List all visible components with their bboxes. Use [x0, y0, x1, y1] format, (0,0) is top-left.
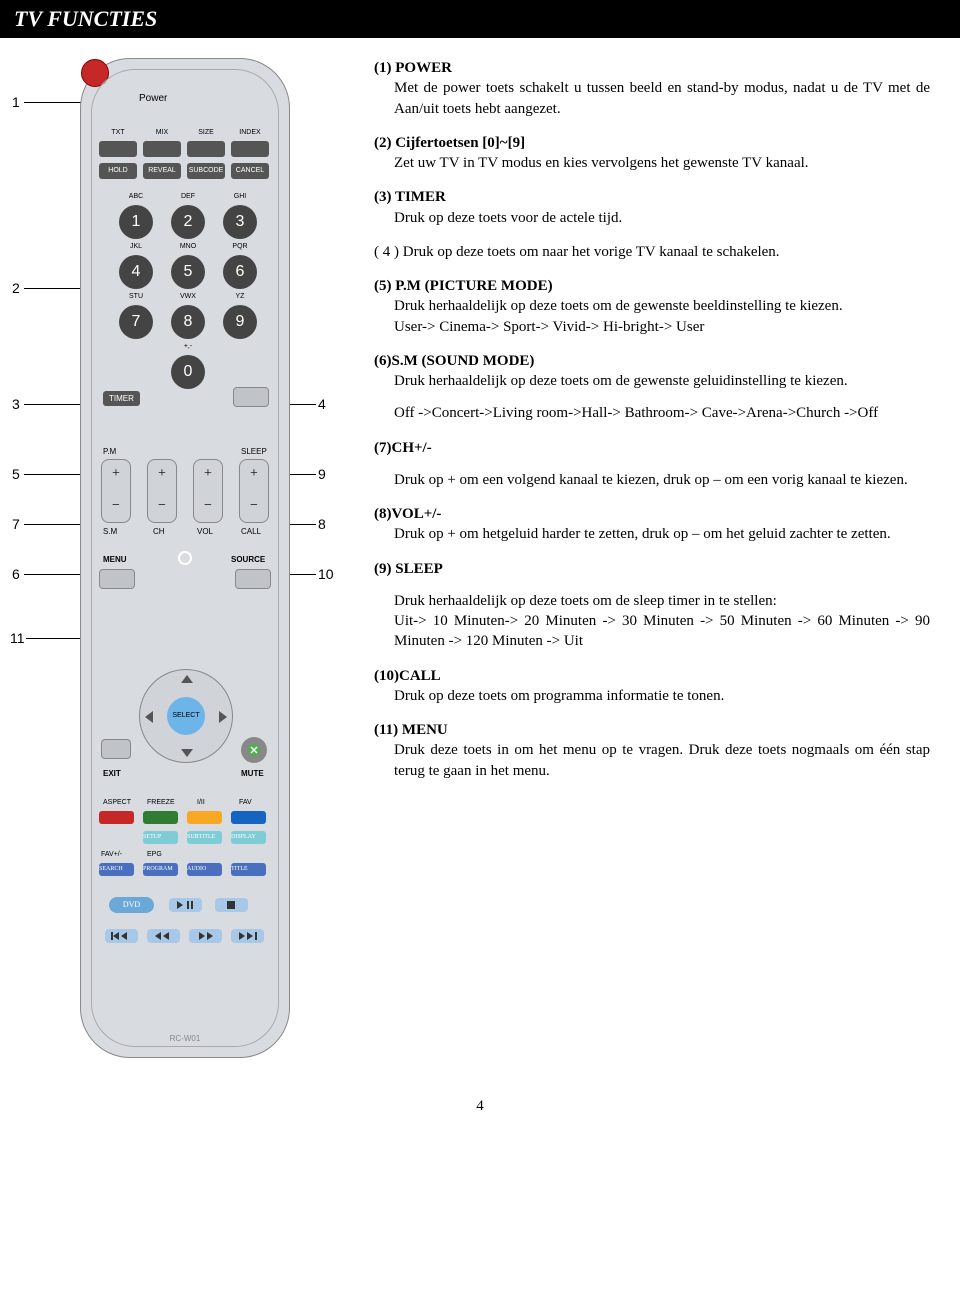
callout-7: 7: [12, 516, 20, 532]
setup-button[interactable]: SETUP: [143, 831, 178, 844]
desc-10: (10)CALL Druk op deze toets om programma…: [374, 666, 930, 707]
desc-7: (7)CH+/- Druk op + om een volgend kanaal…: [374, 438, 930, 491]
audio-button[interactable]: AUDIO: [187, 863, 222, 876]
desc-2: (2) Cijfertoetsen [0]~[9] Zet uw TV in T…: [374, 133, 930, 174]
reveal-button[interactable]: REVEAL: [143, 163, 181, 179]
key-7[interactable]: 7: [119, 305, 153, 339]
callout-3: 3: [12, 396, 20, 412]
vol-pill[interactable]: +−: [193, 459, 223, 523]
source-button[interactable]: [235, 569, 271, 589]
desc-11: (11) MENU Druk deze toets in om het menu…: [374, 720, 930, 781]
ch-pill[interactable]: +−: [147, 459, 177, 523]
power-label: Power: [139, 93, 167, 104]
key-8[interactable]: 8: [171, 305, 205, 339]
dpad-up-icon: [181, 675, 193, 683]
dpad-left-icon: [145, 711, 153, 723]
key-5[interactable]: 5: [171, 255, 205, 289]
callout-1: 1: [12, 94, 20, 110]
title-button[interactable]: TITLE: [231, 863, 266, 876]
remote-diagram: 1 2 3 4 5 6 7 8 9 10 11 Power: [10, 58, 350, 1078]
subcode-button[interactable]: SUBCODE: [187, 163, 225, 179]
callout-5: 5: [12, 466, 20, 482]
aspect-button[interactable]: [99, 811, 134, 824]
desc-3: (3) TIMER Druk op deze toets voor de act…: [374, 187, 930, 228]
mute-button[interactable]: [241, 737, 267, 763]
desc-8: (8)VOL+/- Druk op + om hetgeluid harder …: [374, 504, 930, 545]
desc-4: ( 4 ) Druk op deze toets om naar het vor…: [374, 242, 930, 262]
pm-sm-pill[interactable]: +−: [101, 459, 131, 523]
page-number: 4: [0, 1098, 960, 1115]
fav-button[interactable]: [231, 811, 266, 824]
key-4[interactable]: 4: [119, 255, 153, 289]
play-pause-button[interactable]: [169, 898, 202, 912]
dpad-down-icon: [181, 749, 193, 757]
key-6[interactable]: 6: [223, 255, 257, 289]
desc-6: (6)S.M (SOUND MODE) Druk herhaaldelijk o…: [374, 351, 930, 424]
txt-row-buttons: [99, 141, 269, 157]
descriptions-column: (1) POWER Met de power toets schakelt u …: [350, 58, 930, 1078]
desc-5: (5) P.M (PICTURE MODE) Druk herhaaldelij…: [374, 276, 930, 337]
key-2[interactable]: 2: [171, 205, 205, 239]
display-button[interactable]: DISPLAY: [231, 831, 266, 844]
dpad-right-icon: [219, 711, 227, 723]
key-0[interactable]: 0: [171, 355, 205, 389]
desc-1: (1) POWER Met de power toets schakelt u …: [374, 58, 930, 119]
txt-row-labels: TXT MIX SIZE INDEX: [99, 129, 269, 136]
callout-11: 11: [10, 630, 25, 646]
select-button[interactable]: SELECT: [167, 697, 205, 735]
callout-10: 10: [318, 566, 334, 582]
timer-button[interactable]: TIMER: [103, 391, 140, 406]
program-button[interactable]: PROGRAM: [143, 863, 178, 876]
menu-button[interactable]: [99, 569, 135, 589]
mix-button[interactable]: [143, 141, 181, 157]
page-header: TV FUNCTIES: [0, 0, 960, 38]
callout-2: 2: [12, 280, 20, 296]
dvd-button[interactable]: DVD: [109, 897, 154, 913]
page-content: 1 2 3 4 5 6 7 8 9 10 11 Power: [0, 38, 960, 1078]
callout-4: 4: [318, 396, 326, 412]
iii-button[interactable]: [187, 811, 222, 824]
dpad: SELECT: [139, 669, 233, 763]
remote-diagram-column: 1 2 3 4 5 6 7 8 9 10 11 Power: [10, 58, 350, 1078]
prev-button[interactable]: [105, 929, 138, 943]
txt-button[interactable]: [99, 141, 137, 157]
hold-button[interactable]: HOLD: [99, 163, 137, 179]
key-3[interactable]: 3: [223, 205, 257, 239]
sleep-call-pill[interactable]: +−: [239, 459, 269, 523]
key-1[interactable]: 1: [119, 205, 153, 239]
model-label: RC-W01: [81, 1034, 289, 1043]
remote-body: Power TXT MIX SIZE INDEX HOLD REVEAL: [80, 58, 290, 1058]
exit-button[interactable]: [101, 739, 131, 759]
callout-6: 6: [12, 566, 20, 582]
hold-row-buttons: HOLD REVEAL SUBCODE CANCEL: [99, 163, 269, 179]
search-button[interactable]: SEARCH: [99, 863, 134, 876]
index-button[interactable]: [231, 141, 269, 157]
rew-button[interactable]: [147, 929, 180, 943]
freeze-button[interactable]: [143, 811, 178, 824]
size-button[interactable]: [187, 141, 225, 157]
return-button[interactable]: [233, 387, 269, 407]
callout-9: 9: [318, 466, 326, 482]
cancel-button[interactable]: CANCEL: [231, 163, 269, 179]
callout-8: 8: [318, 516, 326, 532]
desc-9: (9) SLEEP Druk herhaaldelijk op deze toe…: [374, 559, 930, 652]
fwd-button[interactable]: [189, 929, 222, 943]
stop-button[interactable]: [215, 898, 248, 912]
key-9[interactable]: 9: [223, 305, 257, 339]
power-button[interactable]: [81, 59, 109, 87]
next-button[interactable]: [231, 929, 264, 943]
subtitle-button[interactable]: SUBTITLE: [187, 831, 222, 844]
